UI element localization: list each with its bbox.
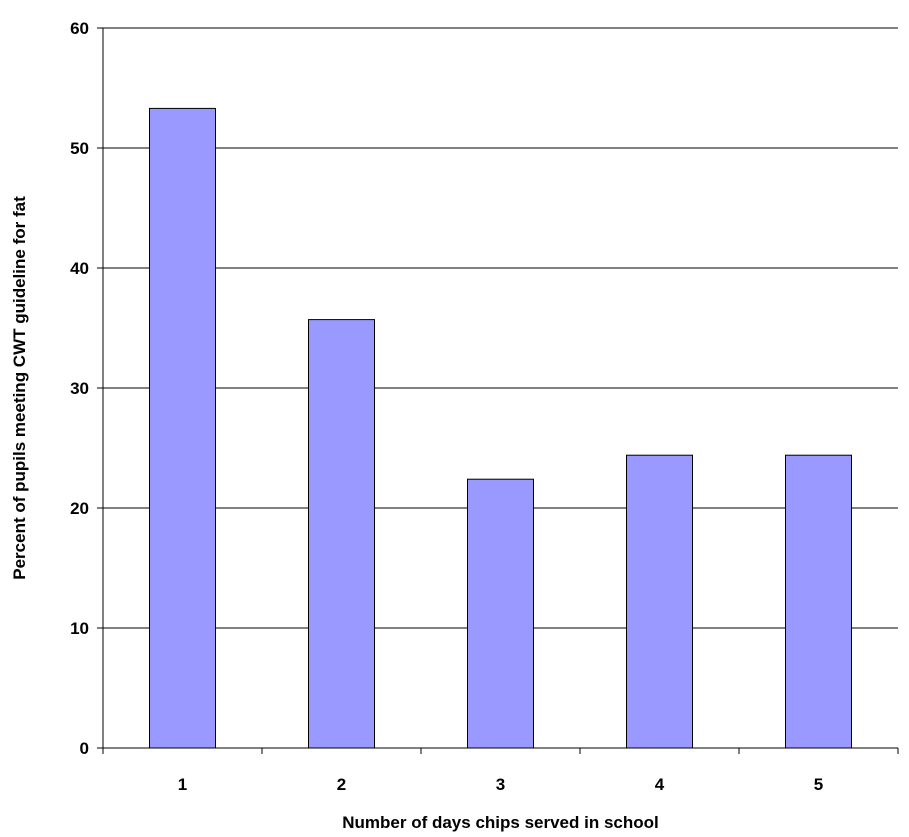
y-axis-title: Percent of pupils meeting CWT guideline … xyxy=(10,196,29,580)
bar xyxy=(308,319,375,749)
y-axis-ticks: 0 10 20 30 40 50 60 xyxy=(70,19,103,758)
bar xyxy=(467,478,534,749)
bar xyxy=(785,454,852,749)
y-tick-label: 40 xyxy=(70,259,89,278)
x-tick-label: 4 xyxy=(655,775,665,794)
y-tick-label: 20 xyxy=(70,499,89,518)
y-tick-label: 60 xyxy=(70,19,89,38)
x-tick-label: 2 xyxy=(337,775,346,794)
y-tick-label: 30 xyxy=(70,379,89,398)
x-axis-title: Number of days chips served in school xyxy=(342,813,658,832)
y-tick-label: 0 xyxy=(80,739,89,758)
x-tick-label: 1 xyxy=(178,775,187,794)
bar xyxy=(149,107,216,749)
bar xyxy=(626,454,693,749)
x-tick-label: 5 xyxy=(814,775,823,794)
x-tick-label: 3 xyxy=(496,775,505,794)
y-tick-label: 50 xyxy=(70,139,89,158)
x-axis-ticks: 1 2 3 4 5 xyxy=(102,748,899,794)
bars xyxy=(149,107,852,749)
y-tick-label: 10 xyxy=(70,619,89,638)
gridlines xyxy=(103,27,898,629)
